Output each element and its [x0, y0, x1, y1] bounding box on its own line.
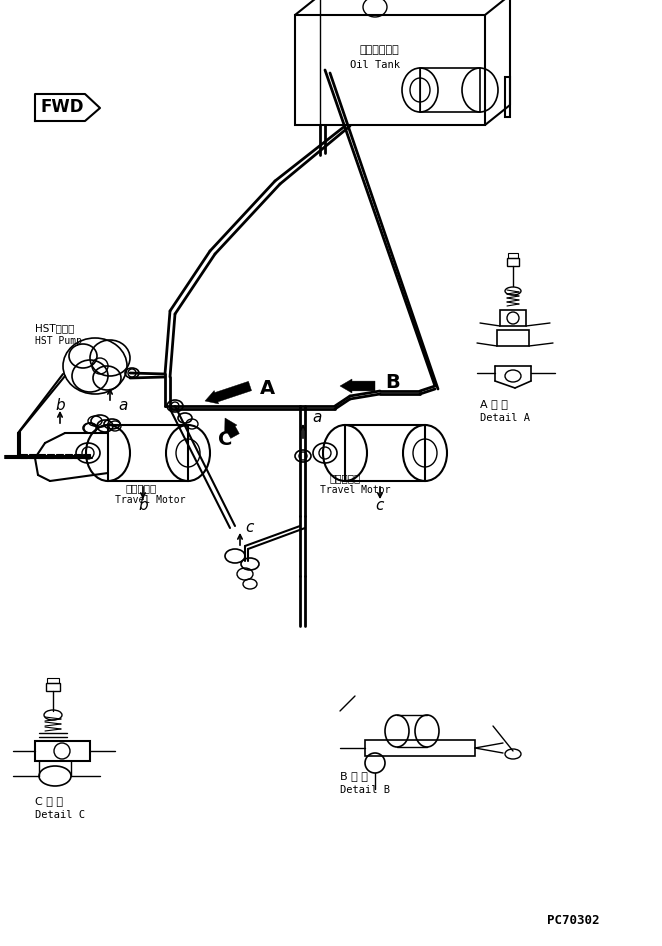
- Text: C: C: [218, 430, 232, 449]
- Text: B 詳 細: B 詳 細: [340, 771, 368, 781]
- Bar: [500, 310, 526, 326]
- Text: Oil Tank: Oil Tank: [350, 60, 400, 70]
- Bar: [295, 15, 485, 125]
- Bar: [108, 425, 188, 481]
- Polygon shape: [340, 379, 375, 393]
- Text: HSTポンプ: HSTポンプ: [35, 323, 74, 333]
- Bar: [56, 454, 63, 458]
- Bar: [38, 454, 45, 458]
- Bar: [505, 77, 510, 117]
- Text: Travel Motor: Travel Motor: [320, 485, 391, 495]
- Bar: [365, 740, 475, 756]
- Bar: [83, 454, 90, 458]
- Bar: [29, 454, 36, 458]
- Text: c: c: [245, 520, 254, 535]
- Bar: [46, 683, 60, 691]
- Bar: [508, 253, 518, 258]
- Bar: [74, 454, 81, 458]
- Text: Detail A: Detail A: [480, 413, 530, 423]
- Bar: [35, 741, 90, 761]
- Text: a: a: [118, 398, 127, 413]
- Bar: [20, 454, 27, 458]
- Bar: [47, 678, 59, 683]
- Text: Detail B: Detail B: [340, 785, 390, 795]
- Text: HST Pump: HST Pump: [35, 336, 82, 346]
- Bar: [345, 425, 425, 481]
- Text: b: b: [138, 499, 148, 514]
- Text: Detail C: Detail C: [35, 810, 85, 820]
- Text: Travel Motor: Travel Motor: [115, 495, 185, 505]
- Text: FWD: FWD: [40, 98, 83, 116]
- Text: b: b: [55, 398, 65, 413]
- Polygon shape: [205, 381, 252, 404]
- Text: B: B: [385, 374, 400, 393]
- Text: PC70302: PC70302: [547, 915, 600, 927]
- Text: 走行モータ: 走行モータ: [330, 473, 361, 483]
- Text: オイルタンク: オイルタンク: [360, 45, 400, 55]
- Text: A 詳 細: A 詳 細: [480, 399, 508, 409]
- Text: a: a: [312, 411, 321, 426]
- Text: A: A: [260, 378, 275, 397]
- Bar: [507, 258, 519, 266]
- Text: 走行モータ: 走行モータ: [125, 483, 156, 493]
- Bar: [65, 454, 72, 458]
- Polygon shape: [224, 418, 239, 438]
- Bar: [47, 454, 54, 458]
- Text: C 詳 細: C 詳 細: [35, 796, 63, 806]
- Bar: [420, 68, 480, 112]
- Bar: [497, 330, 529, 346]
- Text: c: c: [375, 499, 383, 514]
